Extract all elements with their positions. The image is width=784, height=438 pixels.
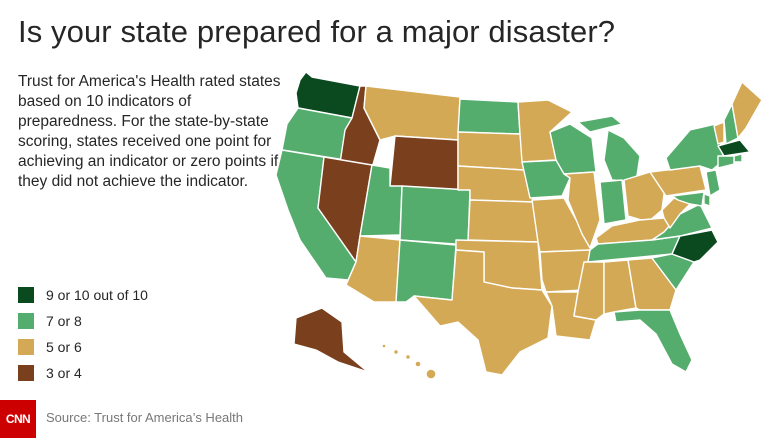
state-HI (381, 343, 437, 380)
state-MA (717, 139, 751, 157)
state-CT (717, 155, 735, 169)
legend-item-good: 7 or 8 (18, 309, 148, 333)
state-DE (703, 193, 711, 207)
state-IN (599, 179, 627, 225)
state-RI (733, 153, 743, 163)
legend-item-mid: 5 or 6 (18, 335, 148, 359)
state-CO (399, 185, 471, 246)
map-title: Is your state prepared for a major disas… (18, 14, 616, 49)
state-KS (467, 199, 539, 243)
legend-swatch-mid (18, 339, 34, 355)
legend-item-high: 9 or 10 out of 10 (18, 283, 148, 307)
state-ND (457, 98, 521, 135)
state-shapes (275, 71, 763, 380)
cnn-logo: CNN (0, 400, 36, 438)
state-ME (731, 81, 763, 139)
state-MD (671, 191, 705, 207)
legend-label-good: 7 or 8 (46, 313, 82, 329)
state-TX (413, 249, 553, 376)
state-MT (363, 85, 461, 141)
legend-label-low: 3 or 4 (46, 365, 82, 381)
source-note: Source: Trust for America’s Health (46, 409, 244, 425)
state-WI (549, 123, 597, 175)
legend-label-high: 9 or 10 out of 10 (46, 287, 148, 303)
legend: 9 or 10 out of 10 7 or 8 5 or 6 3 or 4 (18, 283, 148, 387)
legend-item-low: 3 or 4 (18, 361, 148, 385)
state-AR (539, 249, 591, 293)
state-NE (457, 165, 535, 203)
legend-swatch-low (18, 365, 34, 381)
legend-swatch-high (18, 287, 34, 303)
state-VT (713, 121, 725, 145)
state-FL (613, 309, 693, 373)
footer: CNN Source: Trust for America’s Health (0, 400, 243, 438)
state-WY (389, 135, 459, 191)
map-description: Trust for America's Health rated states … (18, 73, 281, 190)
legend-label-mid: 5 or 6 (46, 339, 82, 355)
state-AK (293, 307, 369, 373)
legend-swatch-good (18, 313, 34, 329)
state-SD (457, 131, 525, 171)
state-IL (563, 171, 601, 249)
state-NM (395, 239, 457, 303)
state-IA (521, 159, 571, 199)
state-AL (603, 259, 637, 315)
state-NJ (705, 169, 721, 197)
